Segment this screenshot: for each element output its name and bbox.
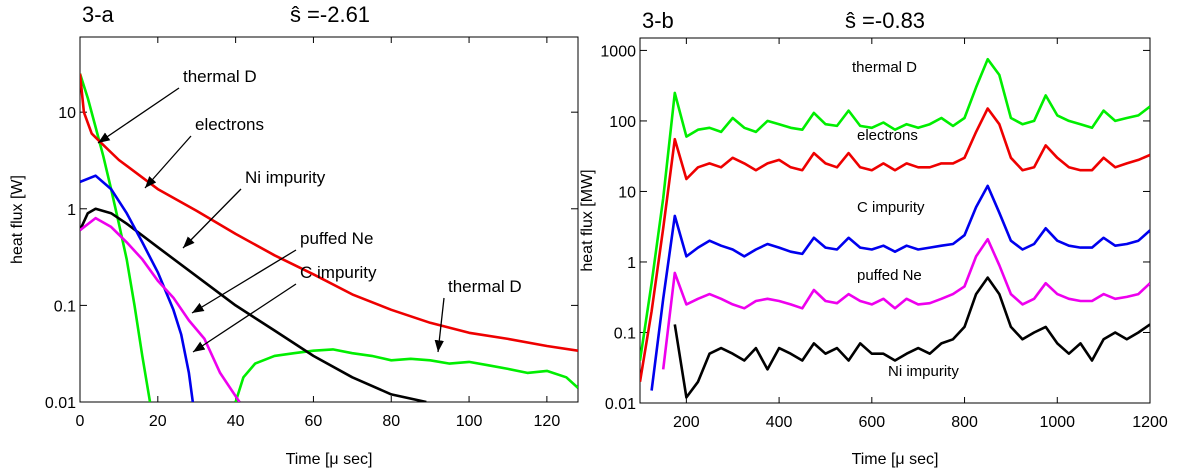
annotation-arrow: [182, 188, 242, 249]
annotation-arrow: [434, 297, 445, 353]
chart-title: ŝ =-0.83: [845, 8, 925, 33]
series-line: [650, 184, 1150, 391]
x-tick-label: 60: [305, 413, 323, 430]
x-tick-label: 120: [534, 413, 561, 430]
series-label: C impurity: [857, 199, 925, 216]
x-axis-label: Time [μ sec]: [286, 451, 373, 468]
series-line: [80, 73, 578, 352]
series-label: C impurity: [300, 263, 377, 282]
y-tick-label: 0.01: [45, 395, 76, 412]
series-label: electrons: [857, 127, 918, 144]
y-axis-label: heat flux [MW]: [579, 169, 596, 271]
plot-frame: [639, 37, 1151, 404]
series-line: [80, 207, 427, 402]
annotation-arrow: [192, 283, 297, 353]
y-tick-label: 0.01: [605, 396, 636, 413]
x-tick-label: 0: [76, 413, 85, 430]
plot-frame: [79, 36, 579, 403]
x-tick-label: 100: [456, 413, 483, 430]
y-axis-label: heat flux [W]: [9, 175, 26, 264]
plot-area: [80, 73, 578, 402]
x-tick-label: 1000: [1039, 414, 1075, 431]
panel-label: 3-a: [82, 2, 115, 27]
series-label: Ni impurity: [245, 168, 326, 187]
series-label: puffed Ne: [857, 267, 922, 284]
series-line: [661, 237, 1150, 370]
x-axis-label: Time [μ sec]: [852, 451, 939, 468]
y-tick-label: 0.1: [614, 325, 636, 342]
series-label: puffed Ne: [300, 229, 373, 248]
x-tick-label: 800: [951, 414, 978, 431]
series-label: thermal D: [448, 277, 522, 296]
series-line: [80, 216, 241, 402]
series-line: [640, 107, 1150, 383]
series-line: [80, 174, 195, 402]
x-tick-label: 200: [673, 414, 700, 431]
x-tick-label: 20: [149, 413, 167, 430]
chart-title: ŝ =-2.61: [290, 2, 370, 27]
annotation-arrow: [191, 249, 297, 314]
annotation-arrow: [97, 87, 180, 144]
series-line: [673, 276, 1150, 399]
y-tick-label: 10: [618, 184, 636, 201]
series-line: [80, 73, 578, 402]
y-tick-label: 1000: [600, 43, 636, 60]
x-tick-label: 1200: [1132, 414, 1168, 431]
series-line: [640, 57, 1150, 361]
series-label: thermal D: [852, 59, 917, 76]
y-tick-label: 0.1: [54, 298, 76, 315]
y-tick-label: 1: [67, 202, 76, 219]
series-label: electrons: [195, 115, 264, 134]
x-tick-label: 600: [858, 414, 885, 431]
y-tick-label: 100: [609, 114, 636, 131]
y-tick-label: 10: [58, 105, 76, 122]
series-label: Ni impurity: [888, 363, 959, 380]
series-label: thermal D: [183, 67, 257, 86]
y-tick-label: 1: [627, 255, 636, 272]
x-tick-label: 80: [382, 413, 400, 430]
x-tick-label: 40: [227, 413, 245, 430]
plot-area: [640, 57, 1150, 399]
panel-label: 3-b: [642, 8, 674, 33]
x-tick-label: 400: [766, 414, 793, 431]
annotation-arrow: [144, 135, 192, 189]
